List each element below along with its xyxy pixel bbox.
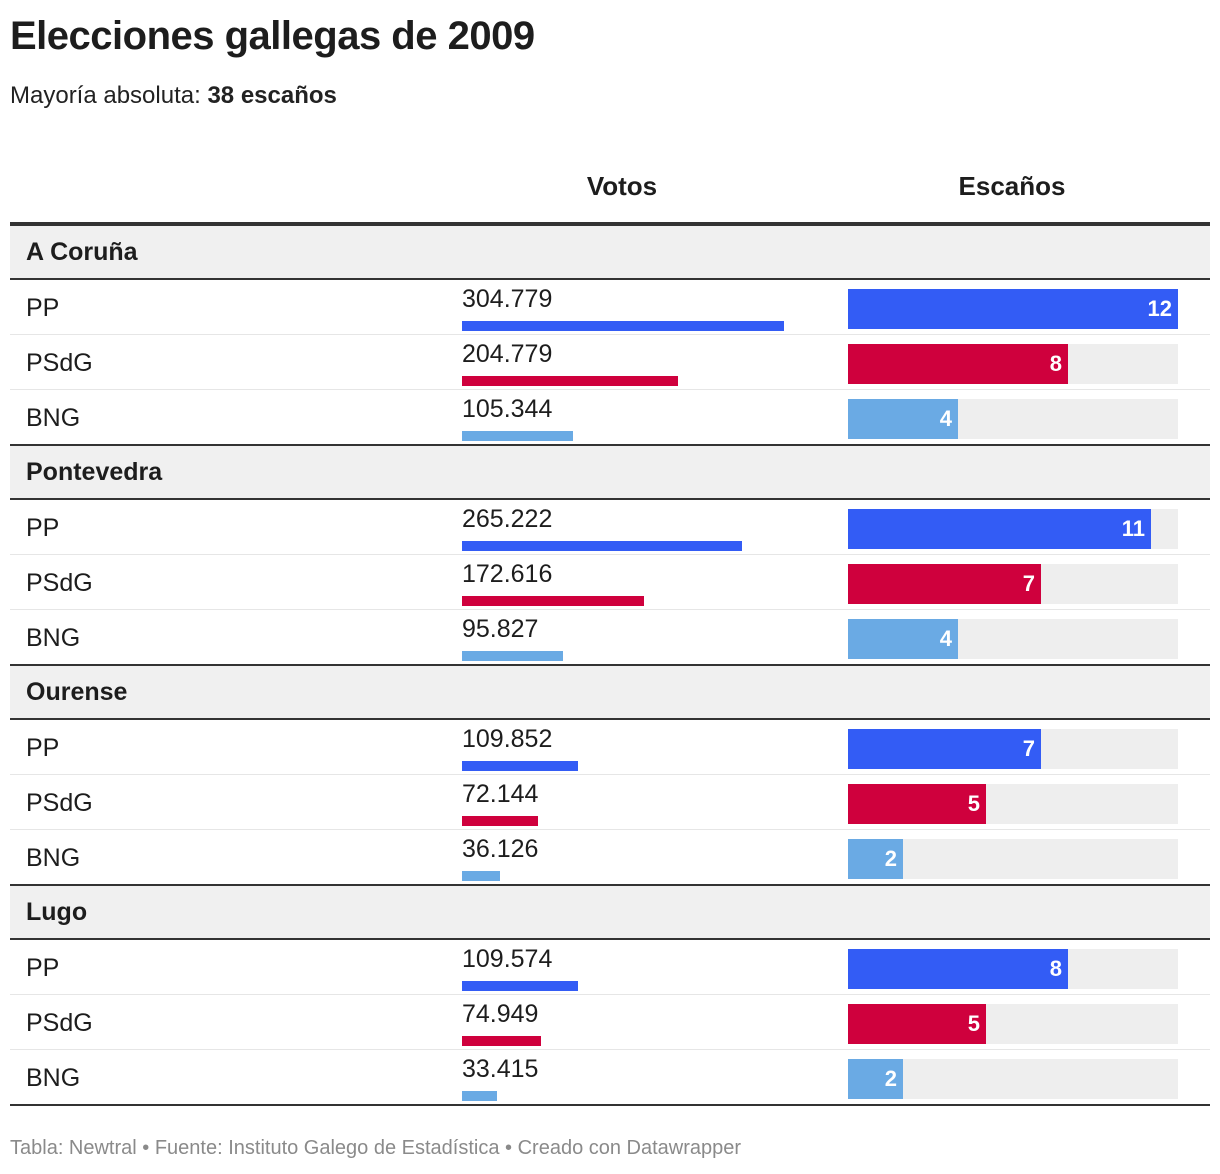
- subtitle-label: Mayoría absoluta:: [10, 82, 201, 109]
- table-row: BNG 105.344 4: [10, 390, 1210, 446]
- seats-bar: 11: [848, 509, 1151, 549]
- seats-bar: 2: [848, 839, 903, 879]
- seats-track: 2: [848, 1059, 1178, 1099]
- table-row: PSdG 204.779 8: [10, 335, 1210, 390]
- table-row: PP 265.222 11: [10, 500, 1210, 555]
- votes-column-header: Votos: [586, 171, 658, 201]
- votes-value: 265.222: [462, 505, 553, 533]
- party-name: PSdG: [26, 1009, 93, 1037]
- seats-bar: 5: [848, 784, 986, 824]
- votes-value: 204.779: [462, 340, 553, 368]
- seats-track: 7: [848, 564, 1178, 604]
- party-name: PSdG: [26, 569, 93, 597]
- party-name: BNG: [26, 1064, 81, 1092]
- group-header: A Coruña: [10, 226, 1210, 280]
- seats-value: 7: [1022, 736, 1035, 761]
- votes-bar: [462, 816, 538, 826]
- party-name: PP: [26, 954, 60, 982]
- seats-track: 5: [848, 784, 1178, 824]
- seats-value: 12: [1147, 296, 1172, 321]
- chart-footer: Tabla: Newtral • Fuente: Instituto Galeg…: [10, 1137, 742, 1159]
- table-row: PSdG 72.144 5: [10, 775, 1210, 830]
- seats-value: 8: [1049, 351, 1062, 376]
- seats-value: 5: [967, 791, 980, 816]
- votes-value: 72.144: [462, 780, 539, 808]
- seats-value: 11: [1121, 516, 1145, 541]
- table-row: PP 109.574 8: [10, 940, 1210, 995]
- seats-value: 4: [939, 406, 952, 431]
- seats-track: 11: [848, 509, 1178, 549]
- seats-bar: 12: [848, 289, 1178, 329]
- votes-bar: [462, 871, 500, 881]
- seats-value: 8: [1049, 956, 1062, 981]
- table-row: PP 304.779 12: [10, 280, 1210, 335]
- seats-track: 4: [848, 619, 1178, 659]
- seats-bar: 4: [848, 619, 958, 659]
- table-body: A Coruña PP 304.779 12 PSdG 204.779 8 BNG 105.34…: [10, 226, 1210, 1106]
- votes-bar: [462, 981, 578, 991]
- table-row: PSdG 74.949 5: [10, 995, 1210, 1050]
- votes-bar: [462, 761, 578, 771]
- group-header: Pontevedra: [10, 446, 1210, 500]
- seats-track: 8: [848, 949, 1178, 989]
- seats-bar: 2: [848, 1059, 903, 1099]
- seats-track: 12: [848, 289, 1178, 329]
- votes-bar: [462, 596, 644, 606]
- votes-value: 74.949: [462, 1000, 539, 1028]
- seats-track: 7: [848, 729, 1178, 769]
- party-name: PSdG: [26, 789, 93, 817]
- votes-bar: [462, 376, 678, 386]
- chart-title: Elecciones gallegas de 2009: [10, 14, 535, 58]
- votes-value: 33.415: [462, 1055, 539, 1083]
- seats-track: 8: [848, 344, 1178, 384]
- table-row: PP 109.852 7: [10, 720, 1210, 775]
- group-header: Lugo: [10, 886, 1210, 940]
- seats-value: 7: [1022, 571, 1035, 596]
- votes-bar: [462, 321, 784, 331]
- seats-value: 4: [939, 626, 952, 651]
- table-row: BNG 95.827 4: [10, 610, 1210, 666]
- seats-value: 2: [884, 1066, 897, 1091]
- party-name: PP: [26, 294, 60, 322]
- seats-bar: 7: [848, 729, 1041, 769]
- results-table: Votos Escaños A Coruña PP 304.779 12 PSdG 204…: [10, 155, 1210, 1106]
- votes-value: 36.126: [462, 835, 539, 863]
- group-header: Ourense: [10, 666, 1210, 720]
- party-name: BNG: [26, 844, 81, 872]
- seats-bar: 4: [848, 399, 958, 439]
- seats-bar: 8: [848, 949, 1068, 989]
- subtitle-value: 38 escaños: [207, 82, 337, 109]
- table-row: BNG 33.415 2: [10, 1050, 1210, 1106]
- votes-value: 109.852: [462, 725, 553, 753]
- seats-bar: 7: [848, 564, 1041, 604]
- seats-column-header: Escaños: [958, 171, 1066, 201]
- seats-value: 2: [884, 846, 897, 871]
- party-name: BNG: [26, 404, 81, 432]
- party-name: PP: [26, 514, 60, 542]
- votes-bar: [462, 431, 573, 441]
- votes-value: 172.616: [462, 560, 553, 588]
- table-row: BNG 36.126 2: [10, 830, 1210, 886]
- votes-value: 105.344: [462, 395, 553, 423]
- votes-value: 109.574: [462, 945, 553, 973]
- votes-value: 95.827: [462, 615, 539, 643]
- seats-bar: 5: [848, 1004, 986, 1044]
- votes-bar: [462, 1091, 497, 1101]
- party-name: BNG: [26, 624, 81, 652]
- seats-track: 5: [848, 1004, 1178, 1044]
- column-headers: Votos Escaños: [10, 155, 1210, 226]
- table-row: PSdG 172.616 7: [10, 555, 1210, 610]
- chart-subtitle: Mayoría absoluta: 38 escaños: [10, 80, 337, 112]
- seats-track: 2: [848, 839, 1178, 879]
- votes-bar: [462, 1036, 541, 1046]
- seats-bar: 8: [848, 344, 1068, 384]
- seats-value: 5: [967, 1011, 980, 1036]
- votes-bar: [462, 651, 563, 661]
- votes-value: 304.779: [462, 285, 553, 313]
- votes-bar: [462, 541, 742, 551]
- party-name: PP: [26, 734, 60, 762]
- seats-track: 4: [848, 399, 1178, 439]
- party-name: PSdG: [26, 349, 93, 377]
